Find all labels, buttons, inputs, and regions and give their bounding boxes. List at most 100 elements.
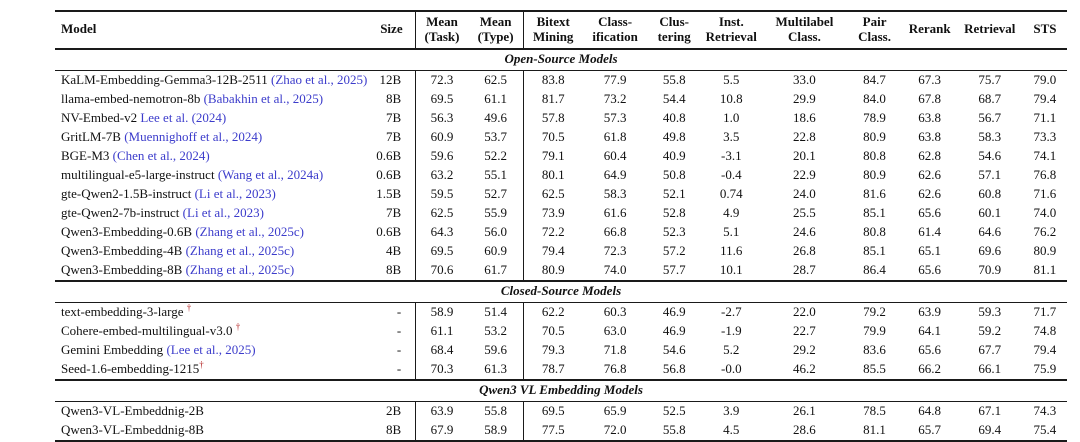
citation-link[interactable]: Lee et al. (2024) (140, 110, 227, 126)
size-cell: - (367, 302, 417, 322)
score-cell-mean-type: 53.7 (467, 127, 525, 147)
score-cell-retrieval: 59.3 (978, 304, 1002, 320)
score-cell-inst-retrieval: 10.1 (719, 262, 743, 278)
score-cell-mean-type: 59.6 (467, 340, 525, 360)
col-header-line1: Rerank (908, 21, 951, 37)
score-cell-rerank: 66.2 (918, 361, 942, 377)
score-cell-bitext-mining: 72.2 (541, 224, 565, 240)
score-cell-mean-task: 70.3 (430, 361, 454, 377)
col-header-line1: Pair (862, 14, 887, 29)
size-cell: 4B (367, 241, 417, 261)
benchmark-table: Model Size Mean (Task) Mean (Type) Bitext Minin… (55, 10, 1067, 442)
model-cell: Cohere-embed-multilingual-v3.0 † (55, 322, 368, 341)
score-cell-clustering: 40.9 (662, 148, 686, 164)
score-cell-sts: 71.7 (1033, 304, 1057, 320)
citation-link[interactable]: (Li et al., 2023) (194, 186, 276, 202)
table-row: Qwen3-Embedding-0.6B (Zhang et al., 2025… (55, 222, 1067, 242)
score-cell-classification: 65.9 (603, 403, 627, 419)
model-name: Qwen3-VL-Embeddnig-8B (61, 422, 204, 438)
score-cell-mean-task: 69.5 (430, 243, 454, 259)
score-cell-inst-retrieval: -3.1 (720, 148, 742, 164)
score-cell-multilabel-class: 26.1 (793, 403, 816, 419)
col-header-line1: Mean (426, 14, 458, 29)
score-cell-mean-type: 61.7 (467, 260, 525, 281)
col-header-retrieval: Retrieval (956, 10, 1023, 50)
col-header-model: Model (55, 10, 368, 50)
col-header-line1: Model (61, 21, 97, 37)
score-cell-classification: 73.2 (603, 91, 627, 107)
score-cell-classification: 71.8 (603, 342, 627, 358)
score-cell-inst-retrieval: 5.5 (723, 72, 740, 88)
score-cell-mean-type: 55.9 (467, 203, 525, 223)
score-cell-retrieval: 54.6 (978, 148, 1002, 164)
citation-link[interactable]: (Zhang et al., 2025c) (185, 262, 295, 278)
score-cell-mean-task: 62.5 (430, 205, 454, 221)
col-header-line1: Bitext (536, 14, 570, 29)
score-cell-multilabel-class: 20.1 (793, 148, 816, 164)
score-cell-mean-task: 61.1 (430, 323, 454, 339)
score-cell-classification: 61.8 (603, 129, 627, 145)
score-cell-clustering: 57.2 (662, 243, 686, 259)
score-cell-rerank: 65.6 (918, 342, 942, 358)
score-cell-pair-class: 81.6 (863, 186, 886, 202)
score-cell-retrieval: 67.7 (978, 342, 1002, 358)
citation-link[interactable]: (Lee et al., 2025) (166, 342, 256, 358)
model-name: gte-Qwen2-1.5B-instruct (61, 186, 192, 202)
col-header-inst-retrieval: Inst. Retrieval (700, 10, 763, 50)
score-cell-bitext-mining: 79.1 (541, 148, 565, 164)
citation-link[interactable]: (Zhao et al., 2025) (271, 72, 368, 88)
score-cell-bitext-mining: 70.5 (541, 129, 565, 145)
score-cell-bitext-mining: 80.9 (541, 262, 565, 278)
score-cell-mean-task: 59.5 (430, 186, 454, 202)
score-cell-clustering: 52.1 (662, 186, 686, 202)
model-cell: Seed-1.6-embedding-1215† (55, 360, 368, 380)
citation-link[interactable]: (Babakhin et al., 2025) (203, 91, 324, 107)
model-cell: GritLM-7B (Muennighoff et al., 2024) (55, 128, 368, 147)
score-cell-bitext-mining: 83.8 (541, 72, 565, 88)
citation-link[interactable]: (Zhang et al., 2025c) (195, 224, 304, 240)
score-cell-sts: 79.4 (1033, 91, 1057, 107)
col-header-mean-task: Mean (Task) (415, 10, 468, 50)
score-cell-mean-task: 63.2 (430, 167, 454, 183)
score-cell-pair-class: 79.9 (863, 323, 886, 339)
score-cell-bitext-mining: 69.5 (541, 403, 565, 419)
col-header-pair-class: Pair Class. (846, 10, 903, 50)
score-cell-mean-task: 56.3 (430, 110, 454, 126)
score-cell-retrieval: 66.1 (978, 361, 1002, 377)
col-header-line2: (Type) (477, 28, 514, 44)
score-cell-multilabel-class: 22.8 (793, 129, 816, 145)
score-cell-clustering: 52.5 (662, 403, 686, 419)
model-name: Cohere-embed-multilingual-v3.0 (61, 323, 236, 339)
size-cell: 2B (367, 401, 417, 421)
model-name: Qwen3-Embedding-4B (61, 243, 183, 259)
table-row: llama-embed-nemotron-8b (Babakhin et al.… (55, 89, 1067, 109)
model-cell: gte-Qwen2-7b-instruct (Li et al., 2023) (55, 204, 368, 223)
score-cell-mean-type: 52.2 (467, 146, 525, 166)
score-cell-rerank: 63.8 (918, 110, 942, 126)
citation-link[interactable]: (Li et al., 2023) (182, 205, 264, 221)
score-cell-multilabel-class: 22.7 (793, 323, 816, 339)
col-header-line1: Inst. (718, 14, 744, 29)
dagger-footnote-mark: † (199, 360, 204, 371)
score-cell-retrieval: 57.1 (978, 167, 1002, 183)
score-cell-mean-task: 59.6 (430, 148, 454, 164)
dagger-footnote-mark: † (235, 322, 241, 333)
score-cell-inst-retrieval: 10.8 (719, 91, 743, 107)
col-header-line1: Mean (479, 14, 512, 29)
score-cell-mean-type: 53.2 (467, 321, 525, 341)
score-cell-bitext-mining: 80.1 (541, 167, 565, 183)
citation-link[interactable]: (Muennighoff et al., 2024) (124, 129, 263, 145)
score-cell-inst-retrieval: 3.9 (723, 403, 740, 419)
score-cell-inst-retrieval: -0.0 (720, 361, 742, 377)
score-cell-bitext-mining: 78.7 (541, 361, 565, 377)
score-cell-bitext-mining: 79.3 (541, 342, 565, 358)
score-cell-sts: 71.6 (1033, 186, 1057, 202)
score-cell-inst-retrieval: -0.4 (720, 167, 742, 183)
col-header-line2: Mining (532, 28, 574, 44)
score-cell-pair-class: 86.4 (863, 262, 886, 278)
score-cell-clustering: 57.7 (662, 262, 686, 278)
citation-link[interactable]: (Zhang et al., 2025c) (185, 243, 295, 259)
score-cell-mean-type: 61.1 (467, 89, 525, 109)
citation-link[interactable]: (Wang et al., 2024a) (217, 167, 324, 183)
citation-link[interactable]: (Chen et al., 2024) (112, 148, 210, 164)
